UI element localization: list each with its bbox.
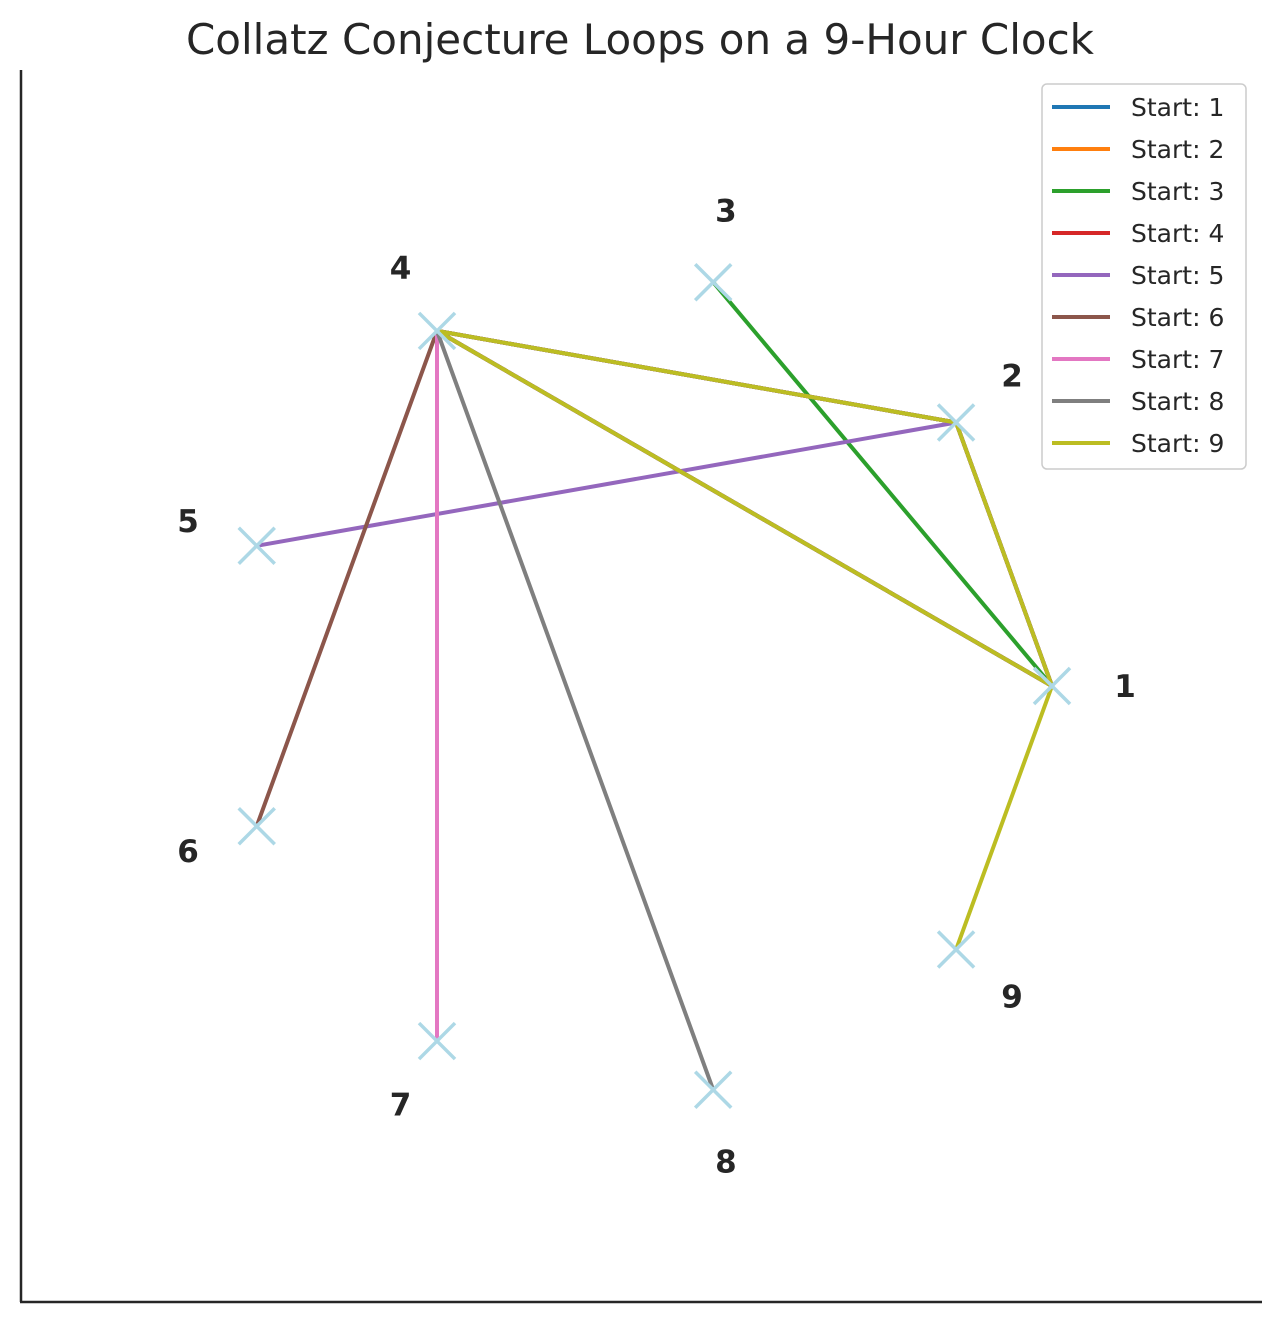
- legend: Start: 1 Start: 2 Start: 3 Start: 4 Start: 5…: [1041, 83, 1247, 470]
- hour-marker-2: [936, 403, 976, 442]
- series-line-start-6: [254, 328, 1054, 829]
- hour-label-9: 9: [1001, 980, 1023, 1016]
- hour-label-1: 1: [1114, 669, 1136, 705]
- hour-marker-5: [237, 526, 276, 566]
- hour-label-4: 4: [390, 251, 412, 287]
- loop-lines: [254, 280, 1054, 1092]
- legend-label-start-6: Start: 6: [1131, 303, 1224, 332]
- legend-label-start-3: Start: 3: [1131, 177, 1224, 206]
- hour-labels: 1 2 3 4 5 6 7 8 9: [177, 193, 1135, 1180]
- hour-label-6: 6: [177, 834, 199, 870]
- hour-label-2: 2: [1001, 359, 1023, 395]
- hour-marker-9: [936, 930, 976, 969]
- legend-frame: [1041, 83, 1247, 470]
- legend-label-start-4: Start: 4: [1131, 219, 1224, 248]
- hour-label-8: 8: [715, 1145, 737, 1181]
- legend-label-start-5: Start: 5: [1131, 261, 1224, 290]
- chart-title: Collatz Conjecture Loops on a 9-Hour Clo…: [186, 15, 1095, 64]
- hour-marker-6: [237, 806, 276, 846]
- legend-label-start-7: Start: 7: [1131, 345, 1224, 374]
- hour-marker-7: [417, 1021, 457, 1061]
- legend-entries: Start: 1 Start: 2 Start: 3 Start: 4 Start: 5…: [1052, 93, 1224, 458]
- legend-label-start-2: Start: 2: [1131, 135, 1224, 164]
- legend-label-start-8: Start: 8: [1131, 387, 1224, 416]
- series-line-start-8: [435, 328, 1054, 1092]
- legend-label-start-9: Start: 9: [1131, 429, 1224, 458]
- hour-markers: [237, 262, 1072, 1110]
- hour-marker-3: [693, 262, 733, 302]
- hour-marker-8: [693, 1070, 733, 1110]
- hour-marker-4: [417, 311, 457, 351]
- hour-label-7: 7: [390, 1087, 412, 1123]
- hour-label-5: 5: [177, 504, 199, 540]
- series-line-start-5: [254, 328, 1054, 688]
- hour-label-3: 3: [715, 193, 737, 229]
- legend-label-start-1: Start: 1: [1131, 93, 1224, 122]
- hour-marker-1: [1032, 666, 1072, 706]
- series-line-start-3: [435, 280, 1054, 688]
